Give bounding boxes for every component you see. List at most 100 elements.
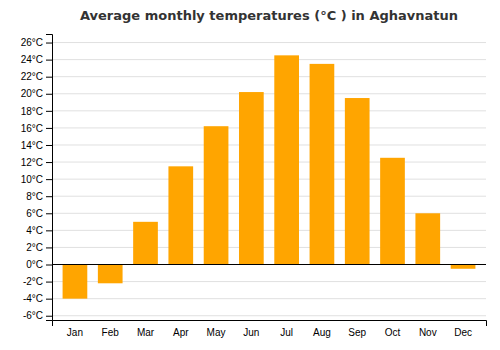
y-tick-label: 18°C [21,106,43,117]
y-tick-label: -2°C [23,276,43,287]
y-tick-mark [46,60,52,61]
y-tick-mark [46,282,52,283]
x-tick-label: Jun [243,327,259,338]
bar [239,92,264,264]
y-tick: 10°C [21,174,52,185]
x-tick: Jul [280,327,293,338]
y-tick-mark [46,43,52,44]
y-tick-mark [46,128,52,129]
x-axis-line [53,321,487,327]
x-tick-label: Dec [454,327,472,338]
y-tick-label: 14°C [21,140,43,151]
y-tick: 20°C [21,88,52,99]
y-tick-label: 2°C [26,242,43,253]
grid-line [52,127,486,128]
y-tick: 14°C [21,140,52,151]
x-tick: Apr [173,327,189,338]
y-tick: 18°C [21,106,52,117]
y-tick: -6°C [23,310,52,321]
y-tick-label: 22°C [21,71,43,82]
bar [451,265,476,269]
grid-line [52,110,486,111]
bar [204,126,229,264]
grid-line [52,179,486,180]
y-tick: 26°C [21,37,52,48]
y-tick-label: 16°C [21,123,43,134]
grid [52,43,486,316]
y-tick-label: 24°C [21,54,43,65]
y-tick-label: 20°C [21,88,43,99]
y-tick-label: 0°C [26,259,43,270]
x-tick: Nov [419,327,437,338]
y-axis-line [46,35,53,321]
y-tick-mark [46,213,52,214]
y-tick-mark [46,196,52,197]
y-tick-mark [46,179,52,180]
chart: -6°C-4°C-2°C0°C2°C4°C6°C8°C10°C12°C14°C1… [0,0,500,350]
x-tick-label: Feb [102,327,120,338]
y-tick-label: 12°C [21,157,43,168]
y-tick: 4°C [26,225,52,236]
x-axis: Jan Feb Mar Apr May Jun Jul Aug Sep Oct Nov Dec [53,321,487,339]
y-tick-mark [46,299,52,300]
y-tick-label: 10°C [21,174,43,185]
x-tick: May [207,327,226,338]
y-tick-label: -6°C [23,310,43,321]
y-tick: 24°C [21,54,52,65]
x-tick-label: Oct [385,327,401,338]
bar [133,222,158,265]
grid-line [52,196,486,197]
x-tick-label: Mar [137,327,155,338]
y-tick-mark [46,77,52,78]
y-tick-mark [46,111,52,112]
y-tick: 2°C [26,242,52,253]
y-tick-label: -4°C [23,293,43,304]
x-tick: Feb [102,327,120,338]
bar [345,98,370,264]
bar [380,158,405,265]
x-tick: Sep [348,327,366,338]
y-tick-mark [46,316,52,317]
x-tick-label: May [207,327,226,338]
grid-line [52,315,486,316]
y-tick-mark [46,162,52,163]
grid-line [52,162,486,163]
bar [274,55,299,264]
x-tick-label: Apr [173,327,189,338]
grid-line [52,144,486,145]
grid-line [52,264,486,265]
x-tick: Jun [243,327,259,338]
bar [98,265,123,284]
y-tick-mark [46,247,52,248]
x-tick: Mar [137,327,155,338]
y-tick-mark [46,145,52,146]
y-tick: -4°C [23,293,52,304]
x-tick: Jan [67,327,83,338]
y-tick-label: 6°C [26,208,43,219]
grid-line [52,93,486,94]
x-tick-label: Sep [348,327,366,338]
y-tick-mark [46,230,52,231]
y-tick: 0°C [26,259,52,270]
y-tick: 6°C [26,208,52,219]
zero-line [52,264,486,265]
grid-line [52,42,486,43]
x-tick-label: Nov [419,327,437,338]
x-tick: Aug [313,327,331,338]
y-tick: 16°C [21,123,52,134]
title: Average monthly temperatures (°C ) in Ag… [80,8,458,23]
y-tick-label: 4°C [26,225,43,236]
grid-line [52,59,486,60]
plot-area: -6°C-4°C-2°C0°C2°C4°C6°C8°C10°C12°C14°C1… [21,35,487,339]
y-tick-mark [46,94,52,95]
bar [168,166,193,264]
x-tick: Dec [454,327,472,338]
x-tick-label: Jan [67,327,83,338]
y-tick-label: 26°C [21,37,43,48]
bars [63,55,476,298]
bar [310,64,335,265]
y-tick: 12°C [21,157,52,168]
bar [63,265,88,299]
grid-line [52,76,486,77]
x-tick-label: Aug [313,327,331,338]
